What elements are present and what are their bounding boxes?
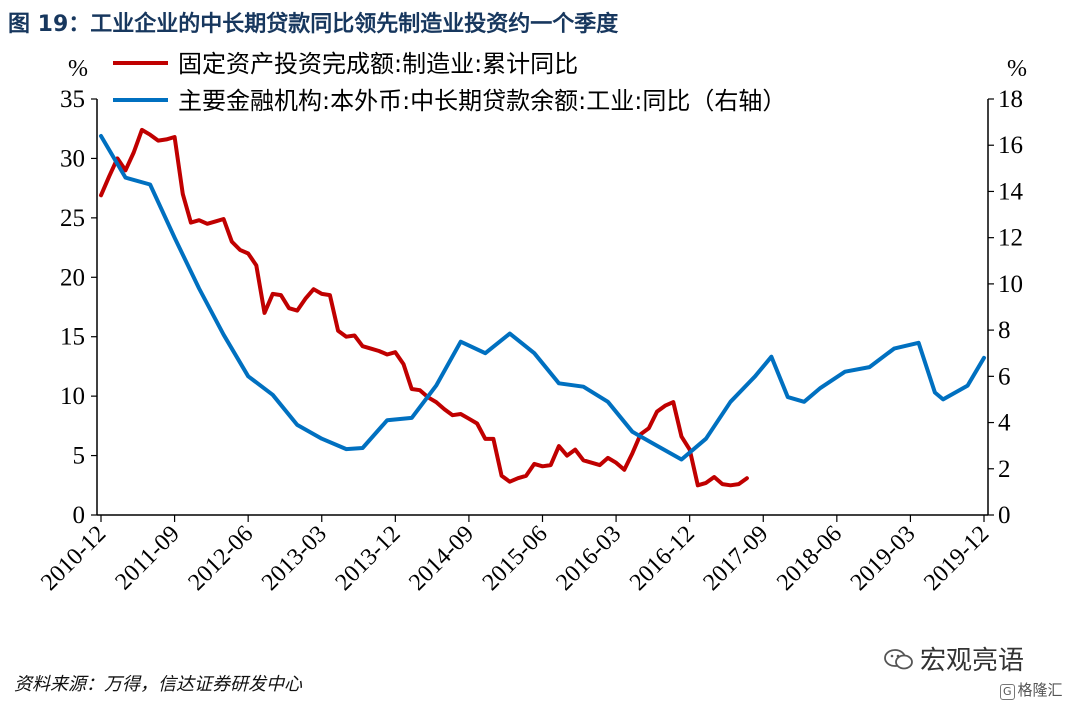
x-tick-label: 2019-03	[846, 521, 921, 596]
left-tick-label: 5	[73, 443, 86, 470]
left-tick-label: 10	[60, 383, 85, 410]
x-tick-label: 2012-06	[183, 521, 258, 596]
legend-label: 主要金融机构:本外币:中长期贷款余额:工业:同比（右轴）	[178, 87, 786, 115]
x-tick-label: 2010-12	[36, 521, 111, 596]
right-unit-label: %	[1007, 56, 1027, 82]
x-tick-label: 2016-03	[551, 521, 626, 596]
figure-title: 图 19：工业企业的中长期贷款同比领先制造业投资约一个季度	[8, 12, 619, 37]
wechat-icon	[884, 649, 913, 670]
left-tick-label: 35	[60, 86, 85, 113]
watermark-name: 宏观亮语	[920, 646, 1025, 676]
series-industrial-loans	[99, 134, 986, 462]
watermark-brand: 宏观亮语	[884, 640, 1024, 677]
x-tick-label: 2013-12	[331, 521, 406, 596]
line-manufacturing-investment	[99, 127, 749, 488]
right-tick-label: 0	[998, 502, 1011, 529]
left-tick-label: 20	[60, 264, 85, 291]
legend-label: 固定资产投资完成额:制造业:累计同比	[178, 50, 578, 78]
right-tick-label: 8	[998, 317, 1011, 344]
x-tick-label: 2014-09	[404, 521, 479, 596]
x-tick-label: 2019-12	[919, 521, 994, 596]
line-industrial-loans	[99, 134, 986, 462]
x-tick-label: 2013-03	[257, 521, 332, 596]
x-tick-label: 2017-09	[699, 521, 774, 596]
watermark-sub: G 格隆汇	[1000, 679, 1063, 700]
right-tick-label: 16	[998, 132, 1023, 159]
x-tick-label: 2015-06	[478, 521, 553, 596]
chart-legend: 固定资产投资完成额:制造业:累计同比主要金融机构:本外币:中长期贷款余额:工业:…	[113, 50, 786, 115]
right-tick-label: 2	[998, 456, 1011, 483]
right-tick-label: 10	[998, 271, 1023, 298]
left-tick-label: 15	[60, 324, 85, 351]
left-tick-label: 0	[73, 502, 86, 529]
left-tick-label: 25	[60, 205, 85, 232]
left-unit-label: %	[68, 56, 88, 82]
left-tick-label: 30	[60, 145, 85, 172]
right-tick-label: 12	[998, 225, 1023, 252]
series-manufacturing-investment	[99, 127, 749, 488]
right-tick-label: 14	[998, 178, 1024, 205]
watermark-sub-name: 格隆汇	[1017, 681, 1063, 699]
x-tick-label: 2011-09	[111, 521, 185, 595]
right-tick-label: 6	[998, 363, 1011, 390]
right-tick-label: 4	[998, 410, 1011, 437]
gelonghui-icon: G	[1000, 684, 1015, 700]
right-tick-label: 18	[998, 86, 1023, 113]
x-tick-label: 2016-12	[625, 521, 700, 596]
source-note: 资料来源：万得，信达证券研发中心	[14, 674, 302, 695]
x-tick-label: 2018-06	[772, 521, 847, 596]
